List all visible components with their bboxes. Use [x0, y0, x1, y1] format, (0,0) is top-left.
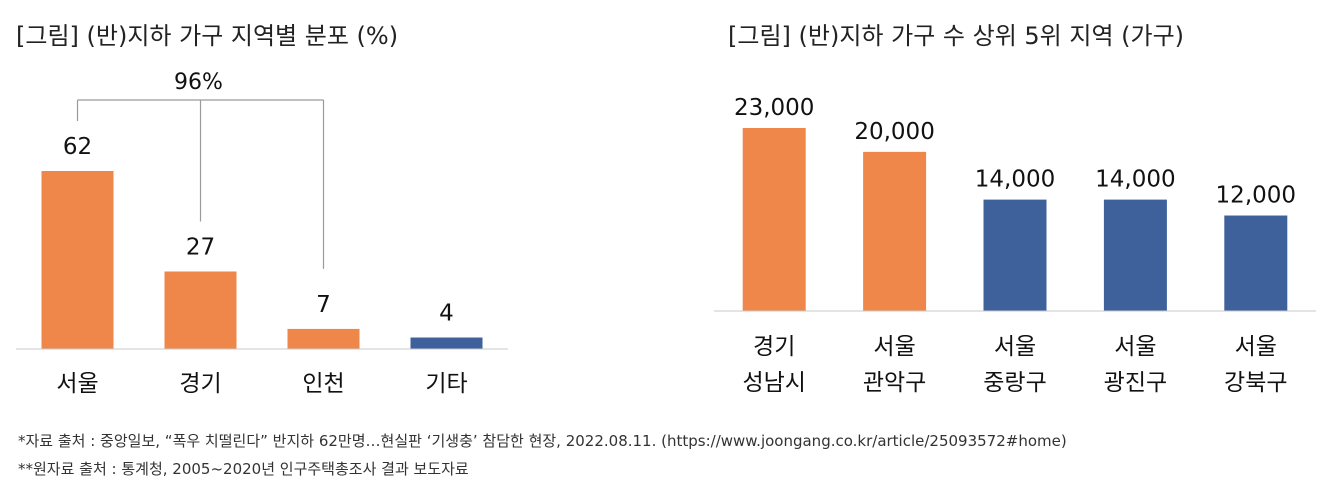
bar-0	[742, 128, 806, 311]
category-label-1: 경기	[179, 371, 221, 397]
left-bar-chart: 62 서울 27 경기 7 인천 4 기타 96%	[16, 70, 508, 397]
bar-value-label-2: 14,000	[975, 167, 1055, 193]
category-label-3-line-1: 광진구	[1104, 370, 1167, 396]
bar-3	[1103, 199, 1167, 311]
category-label-2-line-1: 중랑구	[983, 370, 1046, 396]
category-label-1-line-1: 관악구	[863, 370, 926, 396]
bar-value-label-3: 14,000	[1095, 167, 1175, 193]
bar-value-label-1: 27	[186, 234, 215, 260]
category-label-4-line-0: 서울	[1235, 334, 1277, 360]
bar-value-label-4: 12,000	[1216, 183, 1296, 209]
category-label-0: 서울	[56, 371, 98, 397]
bar-3	[410, 337, 483, 349]
bar-value-label-1: 20,000	[854, 119, 934, 145]
bracket-annotation	[76, 99, 325, 269]
bar-value-label-0: 23,000	[734, 95, 814, 121]
bar-1	[863, 151, 927, 311]
category-label-3: 기타	[425, 371, 467, 397]
bar-value-label-0: 62	[63, 134, 92, 160]
bar-1	[164, 271, 237, 349]
bracket-total-label: 96%	[174, 70, 223, 95]
category-label-0-line-0: 경기	[753, 334, 795, 360]
bar-2	[983, 199, 1047, 311]
category-label-1-line-0: 서울	[873, 334, 915, 360]
bar-2	[287, 328, 360, 349]
category-label-3-line-0: 서울	[1114, 334, 1156, 360]
category-label-2: 인천	[302, 371, 344, 397]
left-chart-title: [그림] (반)지하 가구 지역별 분포 (%)	[16, 22, 399, 50]
right-chart-title: [그림] (반)지하 가구 수 상위 5위 지역 (가구)	[728, 22, 1185, 50]
bar-value-label-3: 4	[439, 301, 454, 327]
bar-0	[41, 171, 114, 349]
category-label-2-line-0: 서울	[994, 334, 1036, 360]
category-label-0-line-1: 성남시	[742, 370, 805, 396]
footnote-source: *자료 출처 : 중앙일보, “폭우 치떨린다” 반지하 62만명…현실판 ‘기…	[18, 432, 1067, 450]
footnote-original-source: **원자료 출처 : 통계청, 2005~2020년 인구주택총조사 결과 보도…	[18, 460, 469, 478]
bar-4	[1224, 215, 1288, 311]
bar-value-label-2: 7	[316, 292, 331, 318]
category-label-4-line-1: 강북구	[1224, 370, 1287, 396]
